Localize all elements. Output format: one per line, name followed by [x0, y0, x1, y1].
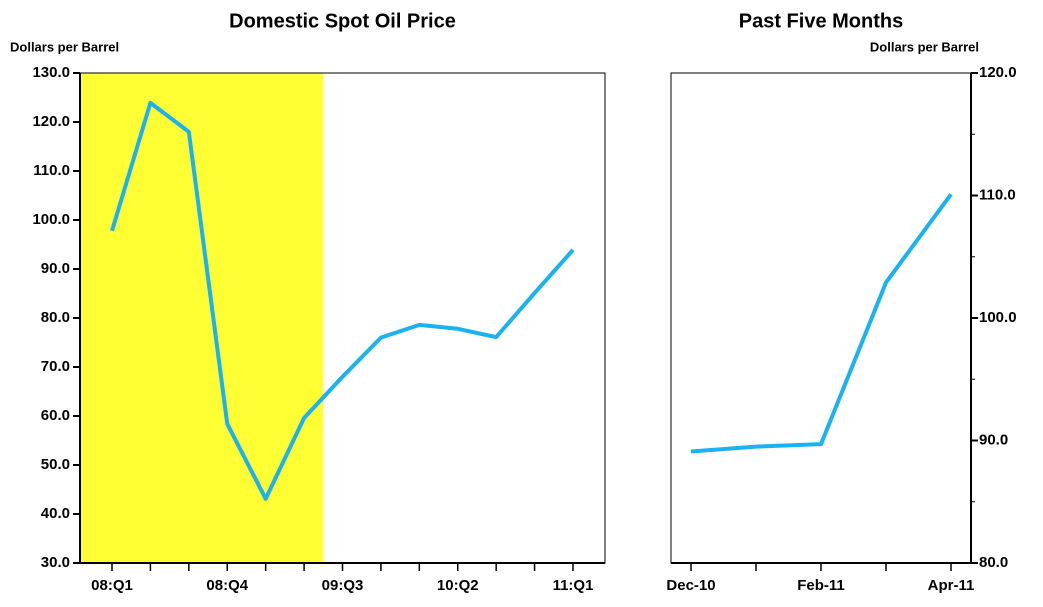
data-line: [110, 100, 575, 501]
plot-frame: [670, 72, 972, 564]
y-axis-label: Dollars per Barrel: [10, 39, 119, 54]
y-tick-label: 60.0: [41, 407, 70, 424]
y-tick-label: 100.0: [32, 211, 70, 228]
y-tick-label: 30.0: [41, 554, 70, 571]
chart-title: Domestic Spot Oil Price: [229, 10, 456, 32]
x-tick-label: 08:Q1: [91, 577, 133, 594]
y-axis-label: Dollars per Barrel: [870, 39, 979, 54]
shaded-region: [80, 73, 324, 563]
x-tick-label: Apr-11: [928, 577, 975, 594]
y-tick-label: 80.0: [979, 554, 1008, 571]
y-tick-label: 120.0: [979, 64, 1017, 81]
data-line: [690, 193, 953, 454]
x-tick-label: Feb-11: [797, 577, 845, 594]
y-tick-label: 90.0: [41, 260, 70, 277]
y-tick-label: 50.0: [41, 456, 70, 473]
y-tick-label: 80.0: [41, 309, 70, 326]
x-tick-label: 09:Q3: [322, 577, 364, 594]
y-tick-label: 100.0: [979, 309, 1017, 326]
chart-title: Past Five Months: [739, 10, 903, 32]
y-tick-label: 120.0: [32, 113, 70, 130]
x-tick-label: Dec-10: [666, 577, 715, 594]
y-tick-label: 130.0: [32, 64, 70, 81]
y-tick-label: 90.0: [979, 431, 1008, 448]
y-tick-label: 40.0: [41, 505, 70, 522]
x-tick-label: 10:Q2: [437, 577, 479, 594]
x-tick-label: 08:Q4: [206, 577, 248, 594]
x-tick-label: 11:Q1: [553, 577, 594, 594]
y-tick-label: 110.0: [979, 186, 1016, 203]
y-tick-label: 110.0: [33, 162, 70, 179]
y-tick-label: 70.0: [41, 358, 70, 375]
